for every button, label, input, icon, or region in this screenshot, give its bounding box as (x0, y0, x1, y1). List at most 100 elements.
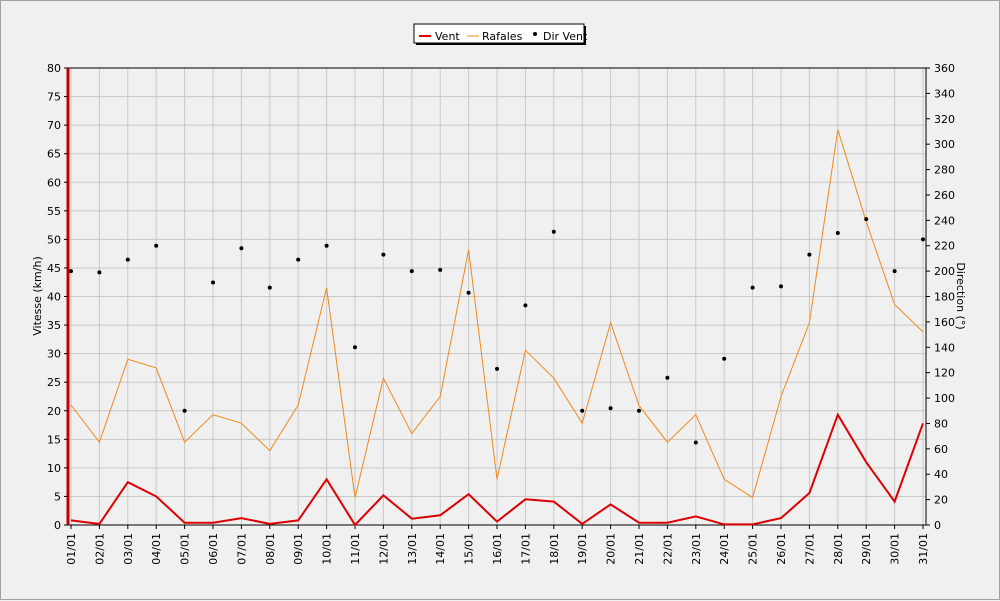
x-tick-label: 14/01 (434, 533, 447, 565)
left-tick-label: 30 (47, 348, 61, 361)
x-tick-label: 13/01 (406, 533, 419, 565)
right-tick-label: 80 (934, 417, 948, 430)
left-tick-label: 0 (54, 519, 61, 532)
point-dir-vent (921, 237, 925, 241)
x-tick-label: 06/01 (207, 533, 220, 565)
right-tick-label: 100 (934, 392, 955, 405)
left-tick-label: 75 (47, 91, 61, 104)
point-dir-vent (523, 303, 527, 307)
x-tick-label: 31/01 (917, 533, 930, 565)
right-tick-label: 140 (934, 341, 955, 354)
left-tick-label: 10 (47, 462, 61, 475)
point-dir-vent (722, 357, 726, 361)
left-axis-title: Vitesse (km/h) (31, 256, 44, 336)
left-tick-label: 60 (47, 176, 61, 189)
right-axis-title: Direction (°) (954, 262, 967, 329)
point-dir-vent (410, 269, 414, 273)
right-tick-label: 200 (934, 265, 955, 278)
point-dir-vent (438, 268, 442, 272)
right-tick-label: 60 (934, 443, 948, 456)
x-tick-label: 17/01 (519, 533, 532, 565)
x-tick-label: 26/01 (775, 533, 788, 565)
x-tick-label: 22/01 (661, 533, 674, 565)
x-tick-label: 29/01 (860, 533, 873, 565)
left-tick-label: 40 (47, 291, 61, 304)
point-dir-vent (665, 376, 669, 380)
point-dir-vent (779, 284, 783, 288)
point-dir-vent (381, 253, 385, 257)
left-tick-label: 25 (47, 376, 61, 389)
point-dir-vent (467, 291, 471, 295)
x-tick-label: 24/01 (718, 533, 731, 565)
right-tick-label: 360 (934, 62, 955, 75)
x-tick-label: 01/01 (65, 533, 78, 565)
x-tick-label: 05/01 (179, 533, 192, 565)
x-tick-label: 08/01 (264, 533, 277, 565)
left-tick-label: 65 (47, 148, 61, 161)
x-tick-label: 21/01 (633, 533, 646, 565)
x-tick-label: 16/01 (491, 533, 504, 565)
right-tick-label: 180 (934, 291, 955, 304)
point-dir-vent (751, 286, 755, 290)
grid (68, 68, 926, 525)
x-tick-label: 30/01 (889, 533, 902, 565)
legend-label-rafales: Rafales (482, 30, 523, 43)
left-tick-label: 5 (54, 490, 61, 503)
right-tick-label: 300 (934, 138, 955, 151)
right-tick-label: 20 (934, 494, 948, 507)
x-tick-label: 03/01 (122, 533, 135, 565)
right-tick-label: 40 (934, 468, 948, 481)
point-dir-vent (495, 367, 499, 371)
point-dir-vent (807, 253, 811, 257)
point-dir-vent (69, 269, 73, 273)
legend: Vent Rafales Dir Vent (414, 24, 588, 45)
point-dir-vent (211, 281, 215, 285)
point-dir-vent (694, 440, 698, 444)
point-dir-vent (893, 269, 897, 273)
x-tick-label: 07/01 (235, 533, 248, 565)
left-tick-label: 80 (47, 62, 61, 75)
point-dir-vent (580, 409, 584, 413)
point-dir-vent (239, 246, 243, 250)
right-tick-label: 260 (934, 189, 955, 202)
legend-swatch-dir-vent (533, 32, 537, 36)
left-tick-label: 35 (47, 319, 61, 332)
right-tick-label: 120 (934, 367, 955, 380)
point-dir-vent (97, 270, 101, 274)
point-dir-vent (268, 286, 272, 290)
right-tick-label: 340 (934, 87, 955, 100)
right-axis-ticks: 0204060801001201401601802002202402602803… (926, 62, 955, 532)
point-dir-vent (609, 406, 613, 410)
x-tick-label: 09/01 (292, 533, 305, 565)
right-tick-label: 220 (934, 240, 955, 253)
point-dir-vent (154, 244, 158, 248)
x-tick-label: 23/01 (690, 533, 703, 565)
right-tick-label: 0 (934, 519, 941, 532)
x-tick-label: 12/01 (377, 533, 390, 565)
x-tick-label: 20/01 (605, 533, 618, 565)
point-dir-vent (183, 409, 187, 413)
point-dir-vent (864, 217, 868, 221)
point-dir-vent (353, 345, 357, 349)
point-dir-vent (637, 409, 641, 413)
point-dir-vent (325, 244, 329, 248)
x-tick-label: 02/01 (93, 533, 106, 565)
x-tick-label: 10/01 (321, 533, 334, 565)
right-tick-label: 280 (934, 164, 955, 177)
point-dir-vent (836, 231, 840, 235)
legend-label-vent: Vent (435, 30, 460, 43)
x-tick-label: 19/01 (576, 533, 589, 565)
left-tick-label: 55 (47, 205, 61, 218)
legend-label-dir-vent: Dir Vent (543, 30, 588, 43)
left-tick-label: 50 (47, 233, 61, 246)
point-dir-vent (296, 258, 300, 262)
x-tick-label: 15/01 (463, 533, 476, 565)
x-axis-ticks: 01/01 02/01 03/01 04/01 05/01 06/01 07/01 08/01… (65, 525, 930, 565)
left-tick-label: 45 (47, 262, 61, 275)
x-tick-label: 04/01 (150, 533, 163, 565)
x-tick-label: 25/01 (747, 533, 760, 565)
right-tick-label: 240 (934, 214, 955, 227)
